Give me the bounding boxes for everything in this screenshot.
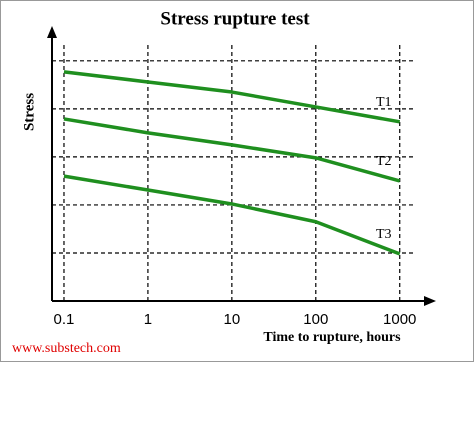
series-line [63,117,401,183]
y-axis-label: Stress [21,93,37,131]
axes [47,26,436,306]
series-line [63,70,401,124]
series-line [63,174,401,256]
x-tick-label: 10 [224,311,241,328]
series-label: T2 [376,154,392,169]
x-tick-label: 1000 [383,311,416,328]
series-label: T3 [376,227,392,242]
series-label: T1 [376,95,392,110]
source: www.substech.com [12,341,121,356]
x-tick-label: 1 [144,311,152,328]
x-axis-label: Time to rupture, hours [263,330,401,345]
x-tick-label: 0.1 [54,311,75,328]
x-tick-label: 100 [303,311,328,328]
chart-title: Stress rupture test [160,8,310,29]
frame [0,0,474,362]
